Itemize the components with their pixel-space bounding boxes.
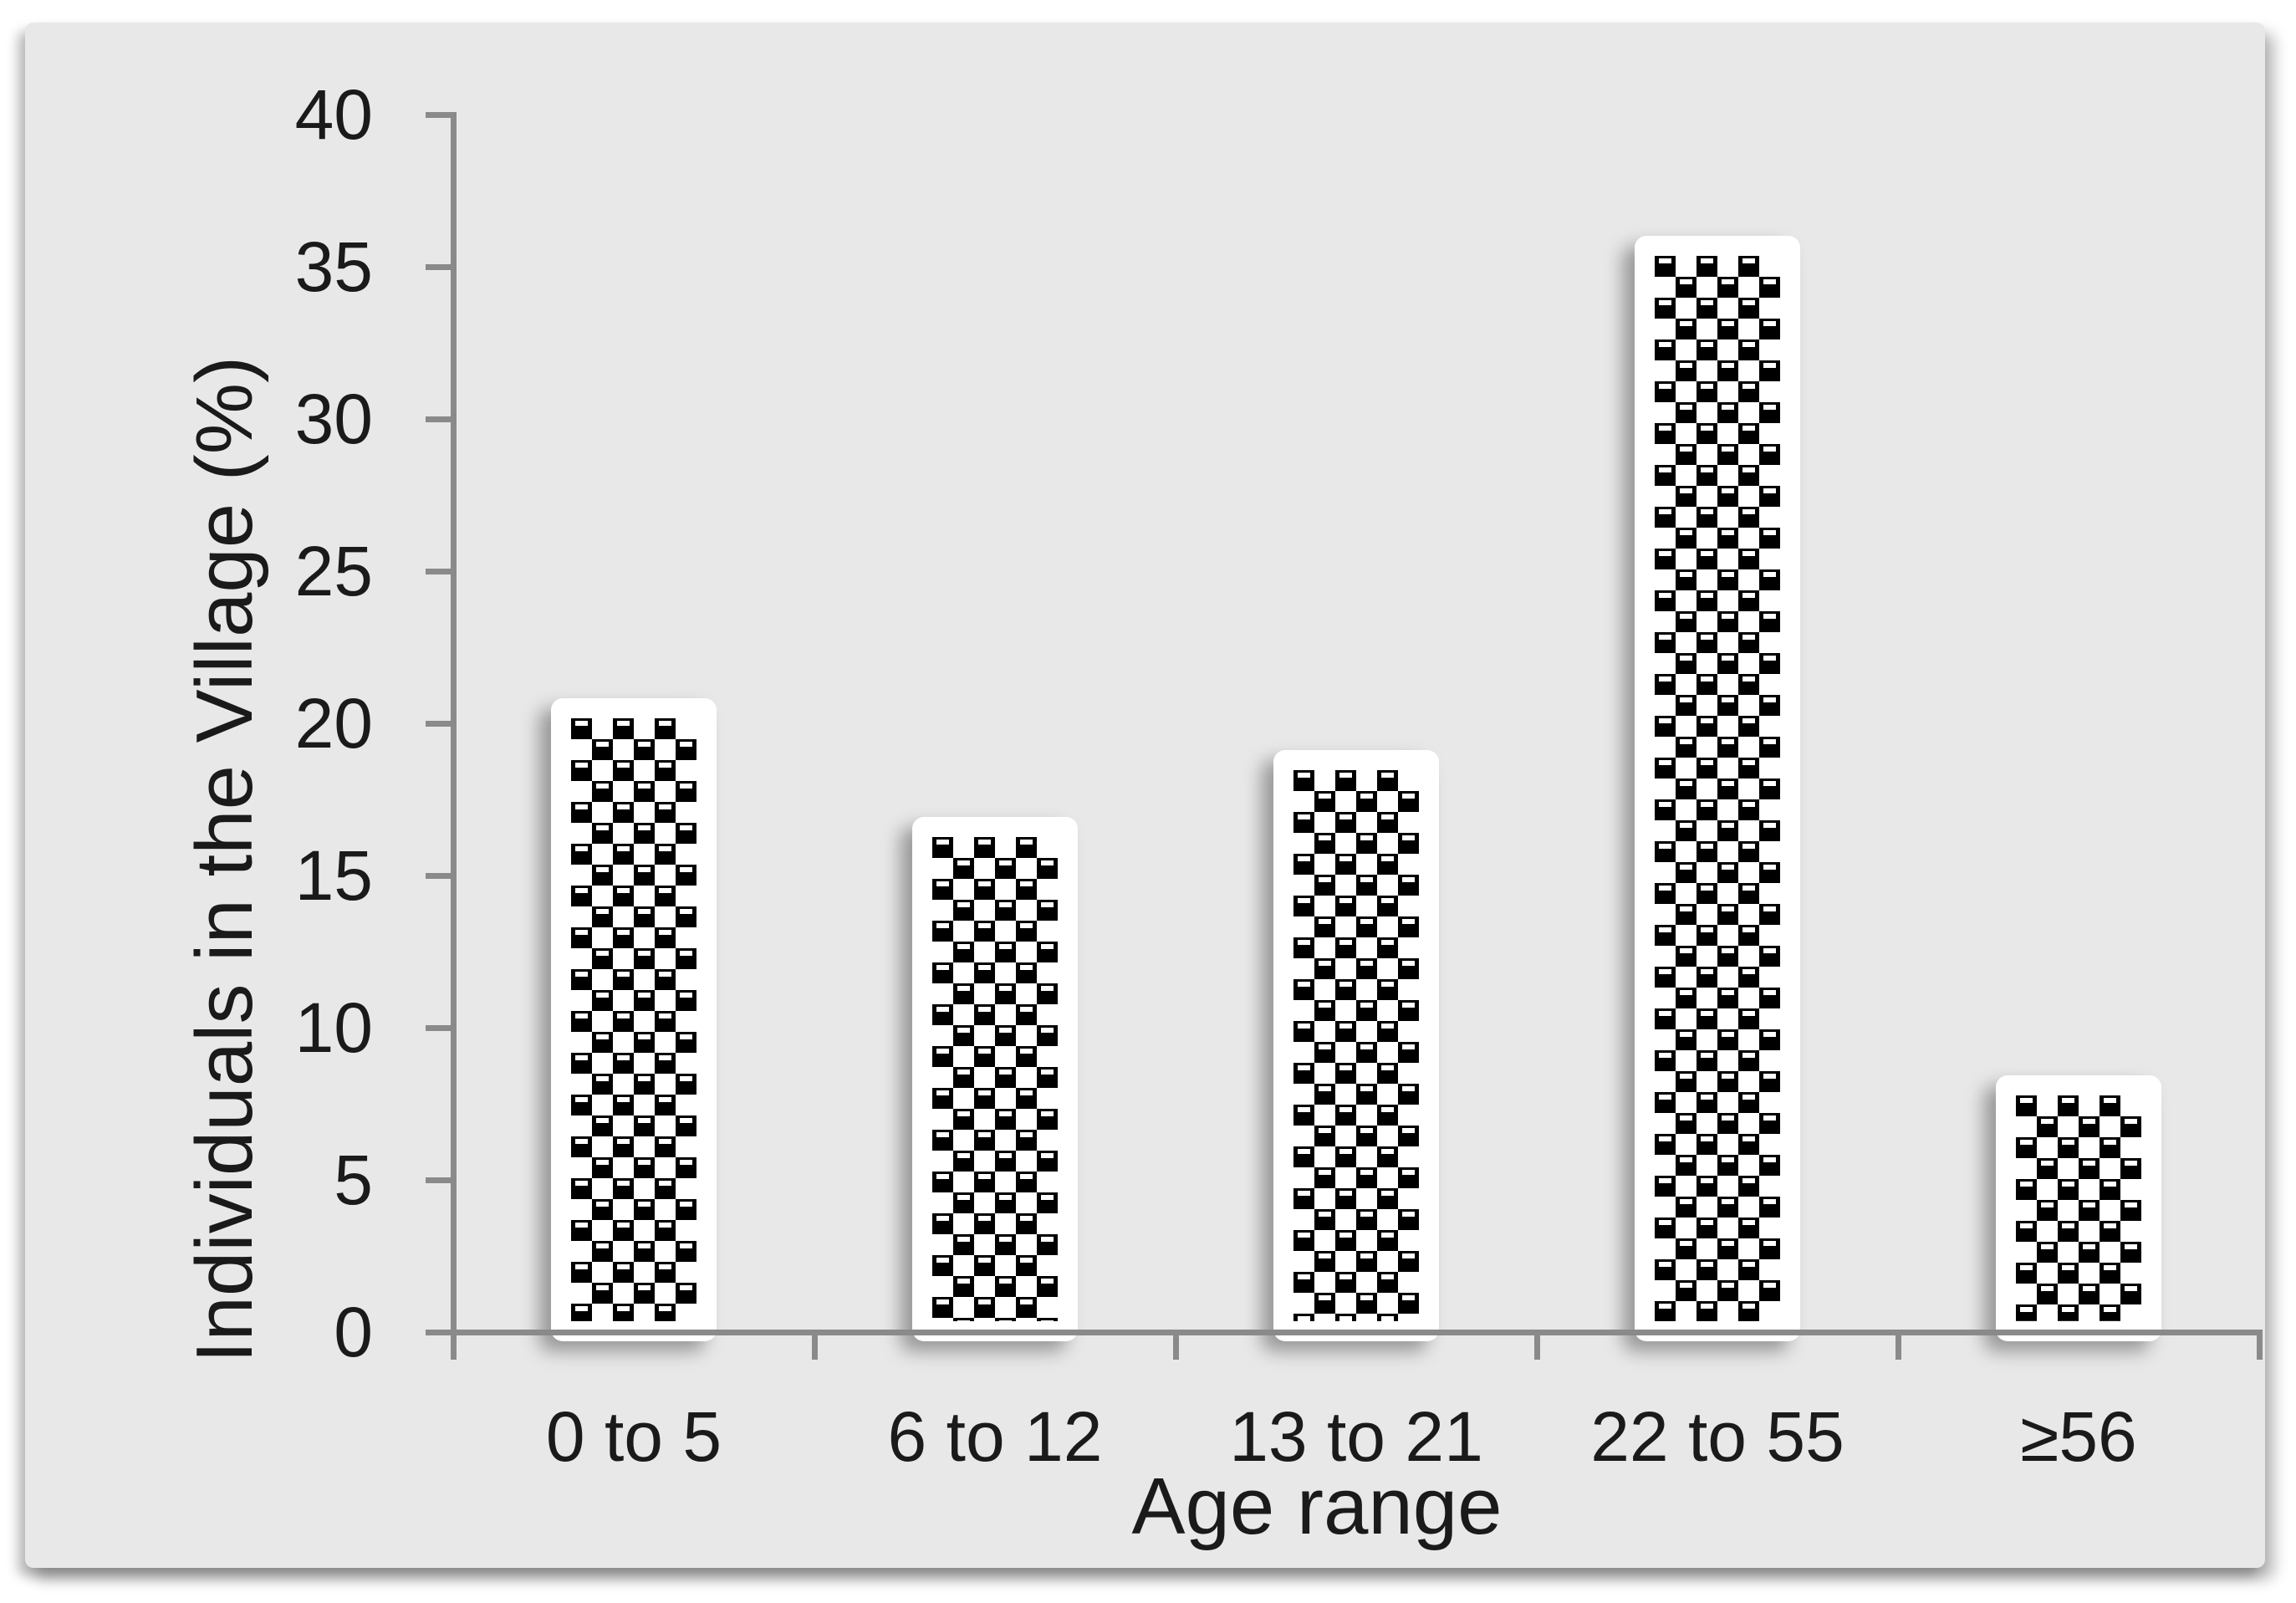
x-axis-title: Age range — [1131, 1462, 1503, 1551]
x-category-label: 6 to 12 — [887, 1397, 1103, 1476]
bar-pattern-fill — [571, 717, 696, 1321]
bar-6-to-12 — [912, 816, 1078, 1341]
x-tick-mark — [2257, 1330, 2263, 1360]
bar-13-to-21 — [1273, 749, 1439, 1341]
y-tick-label: 5 — [334, 1141, 373, 1219]
bar-pattern-fill — [932, 836, 1058, 1321]
x-tick-mark — [451, 1330, 457, 1360]
y-tick-mark — [426, 1330, 453, 1335]
bar-pattern-fill — [1655, 255, 1780, 1321]
x-tick-mark — [1534, 1330, 1540, 1360]
y-tick-label: 0 — [334, 1293, 373, 1371]
y-tick-label: 15 — [294, 836, 373, 915]
y-tick-label: 35 — [294, 227, 373, 306]
y-tick-mark — [426, 112, 453, 118]
y-tick-mark — [426, 569, 453, 574]
y-axis-line — [451, 112, 457, 1335]
x-axis-line — [451, 1330, 2263, 1335]
y-tick-label: 25 — [294, 532, 373, 610]
bar-pattern-fill — [1293, 769, 1419, 1321]
bar-pattern-fill — [2016, 1095, 2141, 1321]
y-tick-mark — [426, 1025, 453, 1031]
y-tick-mark — [426, 721, 453, 727]
x-tick-mark — [1173, 1330, 1179, 1360]
y-tick-label: 40 — [294, 75, 373, 154]
axis-labels-layer: 0 5 10 15 20 25 30 35 40 0 to 5 6 to 12 13 to 21 22 … — [25, 23, 2265, 1568]
y-tick-mark — [426, 873, 453, 879]
y-tick-mark — [426, 416, 453, 422]
bar-22-to-55 — [1635, 235, 1800, 1341]
x-category-label: 22 to 55 — [1590, 1397, 1844, 1476]
chart-card: 0 5 10 15 20 25 30 35 40 0 to 5 6 to 12 13 to 21 22 … — [25, 23, 2265, 1568]
y-tick-mark — [426, 264, 453, 270]
y-tick-label: 30 — [294, 380, 373, 458]
bar-≥56 — [1996, 1075, 2161, 1341]
x-category-label: ≥56 — [2020, 1397, 2137, 1476]
y-tick-label: 10 — [294, 988, 373, 1067]
x-category-label: 0 to 5 — [545, 1397, 722, 1476]
x-tick-mark — [812, 1330, 818, 1360]
x-tick-mark — [1895, 1330, 1901, 1360]
x-category-label: 13 to 21 — [1229, 1397, 1483, 1476]
y-tick-label: 20 — [294, 684, 373, 763]
bars-layer — [25, 23, 2265, 1568]
ticks-layer — [25, 23, 2265, 1568]
bar-0-to-5 — [551, 697, 717, 1341]
y-tick-mark — [426, 1177, 453, 1183]
y-axis-title: Individuals in the Village (%) — [180, 355, 269, 1364]
